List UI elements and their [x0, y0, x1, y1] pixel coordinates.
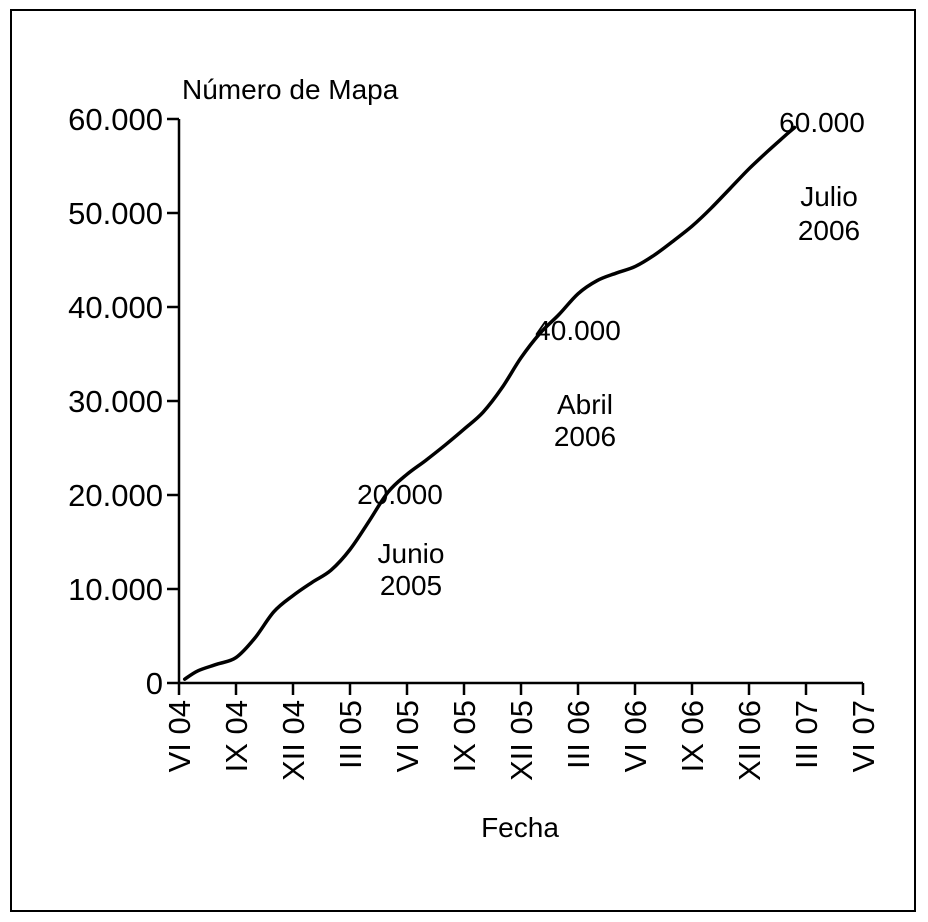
x-tick-label: VI 07: [846, 700, 881, 772]
y-tick-label: 30.000: [68, 384, 163, 419]
x-tick-label: VI 05: [390, 700, 425, 772]
annotation-date: Abril: [557, 389, 613, 420]
annotation-value: 40.000: [535, 315, 621, 346]
annotation-year: 2005: [380, 570, 442, 601]
annotation-julio: 60.000 Julio 2006: [779, 107, 865, 246]
y-tick-label: 10.000: [68, 572, 163, 607]
annotation-date: Junio: [378, 538, 445, 569]
y-tick-label: 0: [146, 666, 163, 701]
x-tick-label: III 06: [561, 700, 596, 769]
chart-frame: [10, 9, 916, 912]
x-tick-label: XII 05: [504, 700, 539, 781]
y-axis-label: Número de Mapa: [182, 74, 399, 105]
series-line: [182, 125, 797, 681]
x-tick-label: IX 05: [447, 700, 482, 772]
y-tick-label: 60.000: [68, 102, 163, 137]
x-tick-label: III 07: [789, 700, 824, 769]
annotation-abril: 40.000 Abril 2006: [535, 315, 621, 452]
x-tick-label: XII 04: [276, 700, 311, 781]
annotation-year: 2006: [798, 215, 860, 246]
annotation-value: 60.000: [779, 107, 865, 138]
y-tick-label: 20.000: [68, 478, 163, 513]
y-tick-label: 50.000: [68, 196, 163, 231]
x-tick-label: XII 06: [732, 700, 767, 781]
x-tick-label: VI 04: [162, 700, 197, 772]
annotation-value: 20.000: [357, 479, 443, 510]
x-tick-label: III 05: [333, 700, 368, 769]
annotation-junio: 20.000 Junio 2005: [357, 479, 444, 601]
x-axis-label: Fecha: [481, 812, 559, 843]
x-tick-label: IX 04: [219, 700, 254, 772]
x-tick-label: VI 06: [618, 700, 653, 772]
y-tick-label: 40.000: [68, 290, 163, 325]
x-tick-label: IX 06: [675, 700, 710, 772]
annotation-year: 2006: [554, 421, 616, 452]
annotation-date: Julio: [800, 181, 858, 212]
